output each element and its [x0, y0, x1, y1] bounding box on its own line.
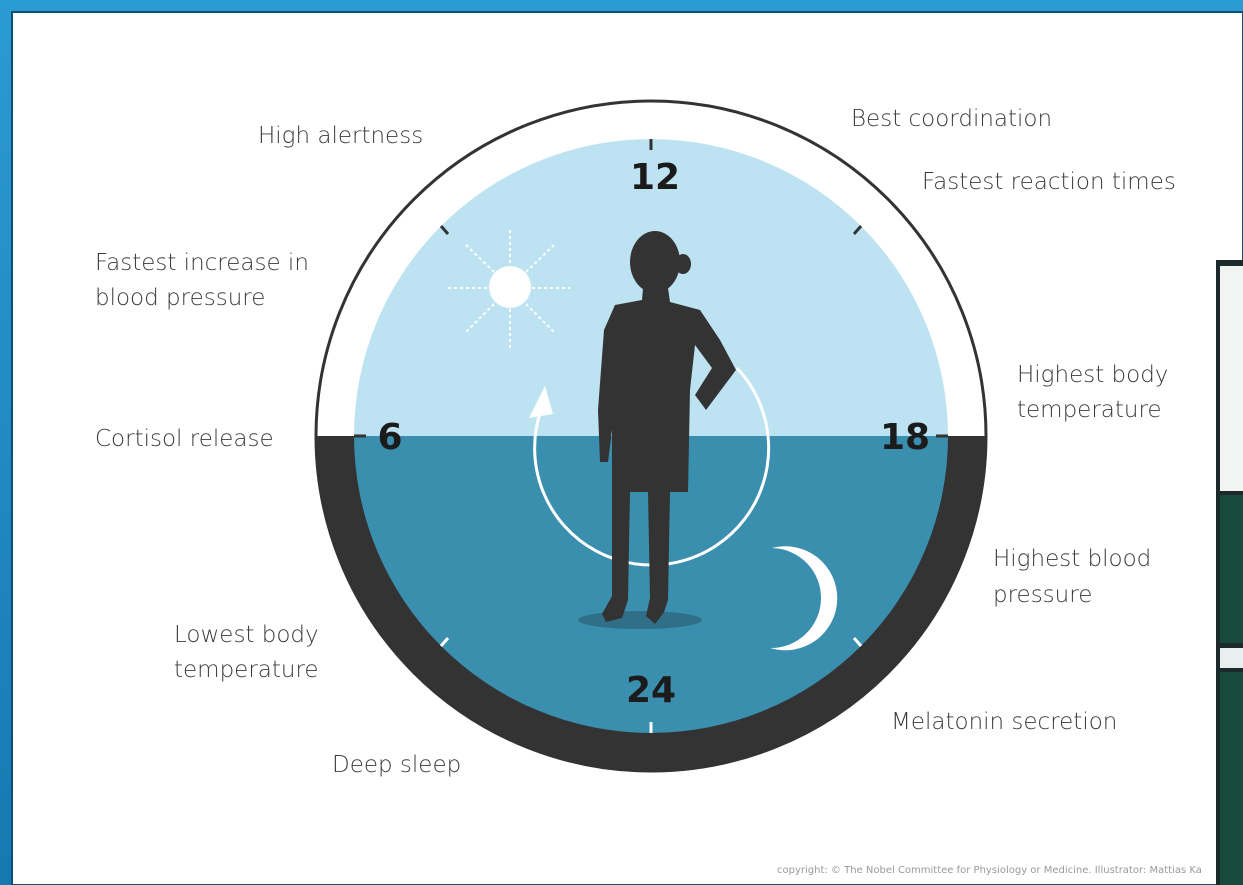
annotation: Best coordination: [851, 106, 1052, 132]
annotation: temperature: [1017, 397, 1162, 423]
hour-label: 12: [630, 157, 680, 198]
annotation: Cortisol release: [95, 426, 274, 452]
hour-label: 18: [880, 417, 930, 458]
hour-label: 6: [377, 417, 402, 458]
annotation: Fastest increase in: [95, 250, 309, 276]
annotation: Lowest body: [174, 622, 319, 648]
page: 12 6 18 24 High alertness Best coordinat…: [0, 0, 1243, 885]
hour-label: 24: [626, 670, 676, 711]
annotation: pressure: [993, 582, 1092, 608]
annotation: Fastest reaction times: [922, 169, 1176, 195]
annotation: Highest blood: [993, 546, 1151, 572]
background-window: [1216, 260, 1243, 885]
annotation: High alertness: [258, 123, 423, 149]
annotation: blood pressure: [95, 285, 265, 311]
annotation: temperature: [174, 657, 319, 683]
annotation: Melatonin secretion: [891, 709, 1117, 735]
infographic: 12 6 18 24 High alertness Best coordinat…: [0, 0, 1243, 885]
annotation: Deep sleep: [332, 752, 461, 778]
annotation: Highest body: [1017, 362, 1168, 388]
copyright: copyright: © The Nobel Committee for Phy…: [777, 865, 1202, 876]
